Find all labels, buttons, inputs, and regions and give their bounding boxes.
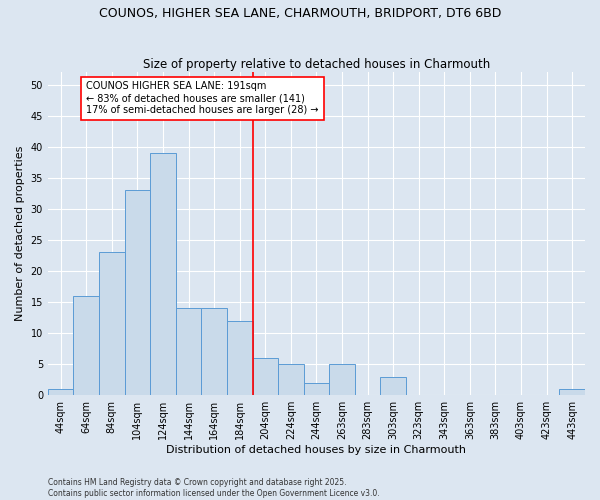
Bar bbox=[125, 190, 150, 395]
Bar bbox=[176, 308, 202, 395]
Bar bbox=[150, 153, 176, 395]
Title: Size of property relative to detached houses in Charmouth: Size of property relative to detached ho… bbox=[143, 58, 490, 71]
Bar bbox=[99, 252, 125, 395]
Bar bbox=[202, 308, 227, 395]
Bar bbox=[380, 376, 406, 395]
Bar bbox=[329, 364, 355, 395]
Bar bbox=[304, 383, 329, 395]
Text: COUNOS HIGHER SEA LANE: 191sqm
← 83% of detached houses are smaller (141)
17% of: COUNOS HIGHER SEA LANE: 191sqm ← 83% of … bbox=[86, 82, 319, 114]
Text: COUNOS, HIGHER SEA LANE, CHARMOUTH, BRIDPORT, DT6 6BD: COUNOS, HIGHER SEA LANE, CHARMOUTH, BRID… bbox=[99, 8, 501, 20]
Bar bbox=[73, 296, 99, 395]
Bar bbox=[559, 389, 585, 395]
Bar bbox=[278, 364, 304, 395]
Text: Contains HM Land Registry data © Crown copyright and database right 2025.
Contai: Contains HM Land Registry data © Crown c… bbox=[48, 478, 380, 498]
Bar bbox=[253, 358, 278, 395]
Bar bbox=[48, 389, 73, 395]
X-axis label: Distribution of detached houses by size in Charmouth: Distribution of detached houses by size … bbox=[166, 445, 466, 455]
Y-axis label: Number of detached properties: Number of detached properties bbox=[15, 146, 25, 322]
Bar bbox=[227, 320, 253, 395]
